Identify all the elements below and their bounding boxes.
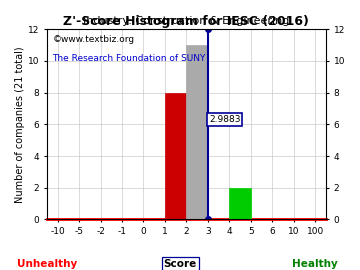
Text: Healthy: Healthy — [292, 259, 338, 269]
Text: Score: Score — [163, 259, 197, 269]
Text: Unhealthy: Unhealthy — [17, 259, 77, 269]
Bar — [229, 188, 251, 220]
Bar — [165, 93, 186, 220]
Text: The Research Foundation of SUNY: The Research Foundation of SUNY — [53, 54, 206, 63]
Bar — [186, 45, 208, 220]
Text: Industry: Construction & Engineering: Industry: Construction & Engineering — [83, 16, 289, 26]
Text: ©www.textbiz.org: ©www.textbiz.org — [53, 35, 135, 44]
Text: 2.9883: 2.9883 — [209, 115, 240, 124]
Title: Z'-Score Histogram for IESC (2016): Z'-Score Histogram for IESC (2016) — [63, 15, 309, 28]
Y-axis label: Number of companies (21 total): Number of companies (21 total) — [15, 46, 25, 202]
